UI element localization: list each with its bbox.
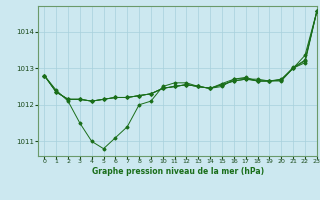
X-axis label: Graphe pression niveau de la mer (hPa): Graphe pression niveau de la mer (hPa) [92,167,264,176]
